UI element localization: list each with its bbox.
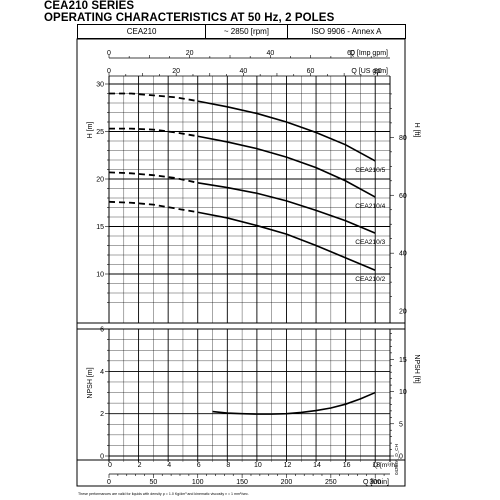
q-m3h-tick-label: 16 xyxy=(343,462,351,469)
curve-label: CEA210/2 xyxy=(355,276,385,283)
head-y-tick-label: 15 xyxy=(96,224,104,231)
l-min-axis-label: Q [l/min] xyxy=(363,479,389,486)
npsh-y-axis-label: NPSH [m] xyxy=(87,367,94,398)
l-min-tick-label: 0 xyxy=(107,479,111,486)
chart-code-label: 04282A_D_CH xyxy=(394,444,399,475)
us-gpm-tick-label: 60 xyxy=(307,68,315,75)
npsh-y-tick-label: 2 xyxy=(100,411,104,418)
footnote: These performances are valid for liquids… xyxy=(78,492,249,496)
l-min-tick-label: 200 xyxy=(281,479,293,486)
npsh-y-tick-label: 0 xyxy=(100,454,104,461)
standard-cell: ISO 9906 - Annex A xyxy=(311,27,382,36)
imp-gpm-tick-label: 60 xyxy=(347,50,355,57)
curve-label: CEA210/3 xyxy=(355,239,385,246)
us-gpm-tick-label: 40 xyxy=(239,68,247,75)
q-m3h-tick-label: 6 xyxy=(197,462,201,469)
q-m3h-tick-label: 4 xyxy=(167,462,171,469)
head-curve-3 xyxy=(197,182,376,234)
l-min-tick-label: 300 xyxy=(369,479,381,486)
head-y-tick-label: 20 xyxy=(96,177,104,184)
q-m3h-tick-label: 12 xyxy=(284,462,292,469)
l-min-tick-label: 50 xyxy=(149,479,157,486)
head-y2-tick-label: 80 xyxy=(399,135,407,142)
imp-gpm-tick-label: 20 xyxy=(186,50,194,57)
title-line-1: CEA210 SERIES xyxy=(44,0,135,12)
head-curve-dashed-2 xyxy=(109,127,198,138)
head-y-tick-label: 25 xyxy=(96,129,104,136)
l-min-tick-label: 150 xyxy=(236,479,248,486)
curve-label: CEA210/5 xyxy=(355,167,385,174)
head-curve-4 xyxy=(197,211,376,271)
npsh-curve-1 xyxy=(212,391,376,415)
curves-layer xyxy=(108,92,376,415)
npsh-y-tick-label: 6 xyxy=(100,327,104,334)
text-layer: 0 20 40 60Q [Imp gpm]0 20 40 60 80Q [US gpm]101… xyxy=(87,50,420,486)
q-m3h-tick-label: 8 xyxy=(226,462,230,469)
title-line-2: OPERATING CHARACTERISTICS AT 50 Hz, 2 PO… xyxy=(44,12,335,24)
page-title: CEA210 SERIES OPERATING CHARACTERISTICS … xyxy=(44,0,334,24)
us-gpm-axis-label: Q [US gpm] xyxy=(351,68,388,75)
curve-label: CEA210/4 xyxy=(355,203,385,210)
outer-frame xyxy=(76,38,406,487)
head-curve-1 xyxy=(197,100,376,162)
head-curve-dashed-4 xyxy=(108,200,198,214)
imp-gpm-tick-label: 40 xyxy=(266,50,274,57)
q-m3h-axis-label: Q [m³/h] xyxy=(373,462,397,469)
q-m3h-tick-label: 18 xyxy=(372,462,380,469)
imp-gpm-tick-label: 0 xyxy=(107,50,111,57)
head-curve-dashed-1 xyxy=(109,92,198,102)
head-y2-axis-label: H [ft] xyxy=(413,123,420,138)
us-gpm-tick-label: 20 xyxy=(172,68,180,75)
npsh-y-tick-label: 4 xyxy=(100,369,104,376)
head-y2-tick-label: 60 xyxy=(399,193,407,200)
l-min-tick-label: 250 xyxy=(325,479,337,486)
q-m3h-tick-label: 0 xyxy=(108,462,112,469)
q-m3h-tick-label: 14 xyxy=(313,462,321,469)
head-y2-tick-label: 20 xyxy=(399,309,407,316)
q-m3h-tick-label: 2 xyxy=(138,462,142,469)
head-y-axis-label: H [m] xyxy=(87,122,94,139)
imp-gpm-axis-label: Q [Imp gpm] xyxy=(349,50,388,57)
head-y2-tick-label: 40 xyxy=(399,251,407,258)
us-gpm-tick-label: 80 xyxy=(374,68,382,75)
us-gpm-tick-label: 0 xyxy=(107,68,111,75)
npsh-y2-tick-label: 5 xyxy=(399,421,403,428)
l-min-tick-label: 100 xyxy=(192,479,204,486)
head-y-tick-label: 30 xyxy=(96,82,104,89)
npsh-y2-axis-label: NPSH [ft] xyxy=(413,354,420,383)
npsh-y2-tick-label: 15 xyxy=(399,357,407,364)
head-y-tick-label: 10 xyxy=(96,272,104,279)
npsh-y2-tick-label: 0 xyxy=(399,454,403,461)
head-curve-2 xyxy=(197,135,376,198)
axes-layer xyxy=(76,38,406,487)
model-cell: CEA210 xyxy=(78,25,207,38)
speed-cell: ~ 2850 [rpm] xyxy=(206,25,288,38)
head-curve-dashed-3 xyxy=(108,171,198,184)
npsh-y2-tick-label: 10 xyxy=(399,389,407,396)
q-m3h-tick-label: 10 xyxy=(254,462,262,469)
